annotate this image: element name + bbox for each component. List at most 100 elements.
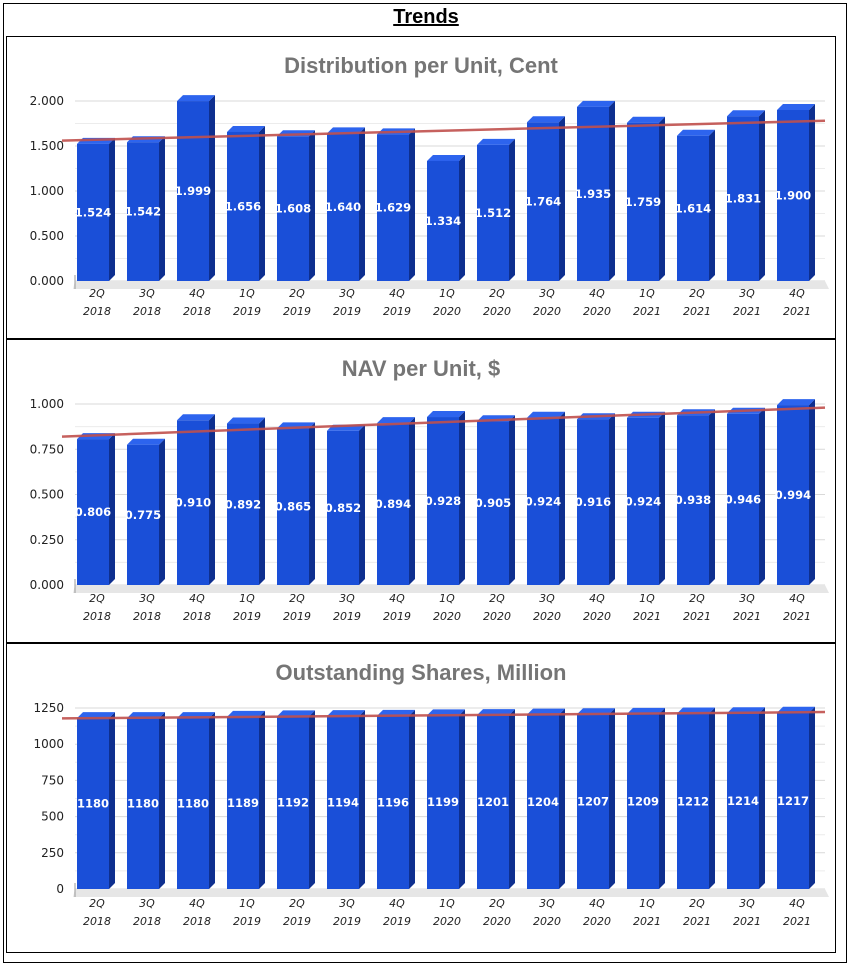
bar-top [527,411,565,418]
bar-side [109,712,115,889]
bar-side [459,154,465,281]
bar-side [759,707,765,889]
bar-top [727,110,765,117]
data-label: 0.916 [575,495,611,509]
bar [427,411,465,585]
data-label: 1.764 [525,195,561,209]
bar-top [527,116,565,123]
x-tick-quarter: 3Q [539,897,555,910]
bar-side [259,417,265,585]
x-tick-quarter: 4Q [389,287,405,300]
data-label: 1192 [277,796,309,810]
bar-side [359,710,365,889]
data-label: 1194 [327,796,359,810]
bar-top [777,104,815,110]
bar [327,424,365,585]
data-label: 1.629 [375,201,411,215]
x-tick-quarter: 1Q [239,287,255,300]
data-label: 1.542 [125,205,161,219]
bar [627,116,665,281]
bar [127,712,165,889]
data-label: 1.900 [775,189,811,203]
x-tick-quarter: 3Q [339,592,355,605]
bar-front [377,715,409,889]
bar-front [777,110,809,281]
bar-side [459,411,465,585]
data-label: 1201 [477,795,509,809]
bar [777,104,815,281]
bar-top [227,710,265,717]
data-label: 0.924 [625,494,661,508]
chart-panel-nav: NAV per Unit, $ 0.000 0.250 0.500 0.750 1.00… [6,339,836,643]
x-tick-quarter: 1Q [439,592,455,605]
bar [77,712,115,889]
x-tick-quarter: 2Q [89,592,105,605]
data-label: 1207 [577,795,609,809]
bar-side [509,138,515,281]
bar-side [559,708,565,889]
bar [577,100,615,281]
data-label: 1.831 [725,192,761,206]
bar [727,110,765,282]
x-tick-quarter: 4Q [789,592,805,605]
x-tick-year: 2021 [633,305,661,318]
bar [727,707,765,889]
y-tick-label: 1.000 [30,184,64,198]
y-tick-label: 0.000 [30,274,64,288]
x-tick-quarter: 3Q [739,592,755,605]
data-label: 0.775 [125,508,161,522]
bar [327,710,365,889]
data-label: 0.928 [425,494,461,508]
data-label: 0.852 [325,501,361,515]
x-tick-quarter: 2Q [289,897,305,910]
data-label: 1.759 [625,195,661,209]
bar-side [659,116,665,281]
x-tick-year: 2018 [133,610,161,623]
bar-front [377,423,409,585]
data-label: 0.910 [175,496,211,510]
bar-front [277,428,309,585]
x-tick-quarter: 4Q [389,897,405,910]
x-tick-quarter: 1Q [639,287,655,300]
x-tick-year: 2018 [183,915,211,928]
bar-front [127,718,159,889]
bar [777,399,815,585]
bar [377,709,415,889]
bar [127,438,165,585]
bar-front [577,714,609,889]
bar-side [559,116,565,282]
bar-front [227,423,259,585]
data-label: 1209 [627,794,659,808]
bar-front [327,716,359,889]
bar-front [577,106,609,281]
bar-front [327,133,359,281]
x-tick-year: 2019 [333,610,361,623]
data-label: 1.614 [675,201,711,215]
bar-front [677,415,709,585]
x-tick-quarter: 4Q [189,287,205,300]
bar-side [159,136,165,281]
data-label: 0.994 [775,488,811,502]
x-tick-year: 2021 [633,915,661,928]
bar-side [809,104,815,281]
bar [477,709,515,889]
data-label: 0.905 [475,496,511,510]
x-tick-year: 2021 [683,915,711,928]
x-tick-year: 2020 [433,915,461,928]
bar-top [77,712,115,719]
bar-front [177,420,209,585]
x-tick-quarter: 4Q [789,897,805,910]
bar-side [109,137,115,281]
x-tick-year: 2018 [133,915,161,928]
data-label: 1.999 [175,184,211,198]
bar-side [109,433,115,585]
bar-side [459,709,465,889]
bar-front [427,715,459,889]
x-tick-quarter: 3Q [339,287,355,300]
data-label: 1.640 [325,200,361,214]
bar-side [259,125,265,282]
bar-front [177,718,209,889]
data-label: 1180 [177,797,209,811]
data-label: 1180 [127,797,159,811]
x-tick-quarter: 4Q [189,592,205,605]
